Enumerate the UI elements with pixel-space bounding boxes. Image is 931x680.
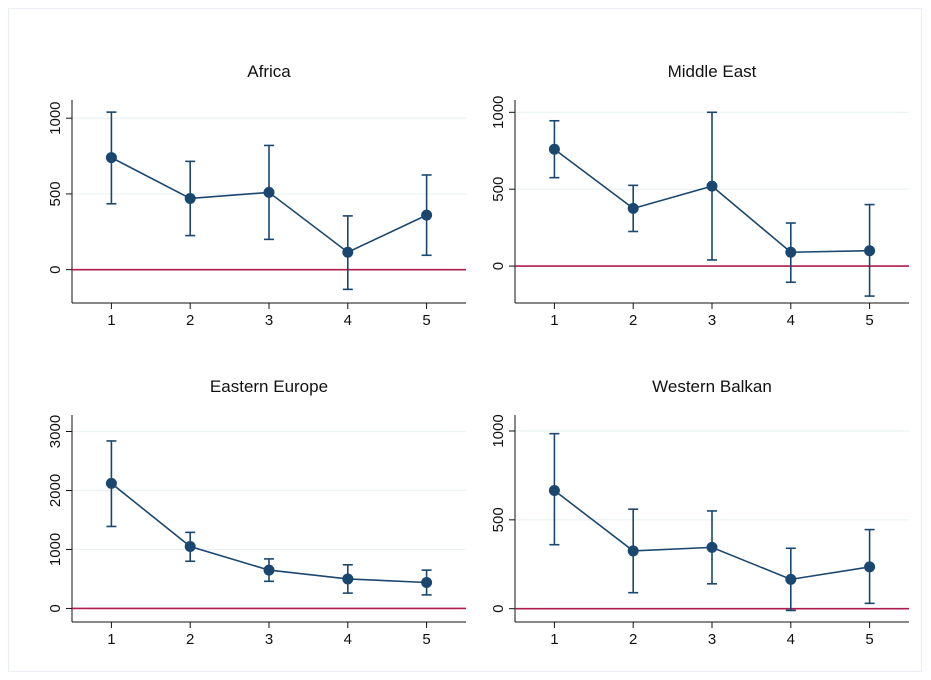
panel-eastern-europe: Eastern Europe 0 1000 2000 3000 1 2 3 4 5 bbox=[47, 377, 466, 648]
data-point bbox=[627, 545, 639, 557]
x-tick-label: 5 bbox=[422, 631, 430, 648]
data-point bbox=[785, 573, 797, 585]
data-point bbox=[548, 143, 560, 155]
x-tick-label: 2 bbox=[186, 312, 194, 329]
y-tick-label: 500 bbox=[47, 181, 64, 206]
data-point bbox=[627, 202, 639, 214]
y-tick-label: 0 bbox=[47, 265, 64, 273]
y-tick-label: 0 bbox=[490, 262, 507, 270]
panel-middle-east: Middle East 0 500 1000 1 2 3 4 5 bbox=[490, 62, 909, 329]
data-point bbox=[263, 186, 275, 198]
y-tick-label: 1000 bbox=[47, 533, 64, 566]
panel-title: Eastern Europe bbox=[210, 377, 328, 396]
y-tick-label: 1000 bbox=[490, 414, 507, 447]
x-tick-label: 3 bbox=[265, 631, 273, 648]
x-tick-label: 5 bbox=[865, 631, 873, 648]
x-tick-label: 2 bbox=[629, 631, 637, 648]
y-tick-label: 2000 bbox=[47, 474, 64, 507]
x-tick-label: 1 bbox=[107, 312, 115, 329]
panel-western-balkan: Western Balkan 0 500 1000 1 2 3 4 5 bbox=[490, 377, 909, 648]
x-tick-label: 4 bbox=[344, 631, 352, 648]
data-point bbox=[263, 564, 275, 576]
data-point bbox=[421, 576, 433, 588]
data-point bbox=[548, 485, 560, 497]
y-tick-label: 3000 bbox=[47, 415, 64, 448]
x-tick-label: 1 bbox=[550, 631, 558, 648]
data-point bbox=[105, 152, 117, 164]
data-point bbox=[864, 561, 876, 573]
panel-title: Africa bbox=[247, 62, 291, 81]
data-point bbox=[184, 192, 196, 204]
x-tick-label: 4 bbox=[787, 631, 795, 648]
y-tick-label: 500 bbox=[490, 507, 507, 532]
y-tick-label: 1000 bbox=[47, 101, 64, 134]
x-tick-label: 2 bbox=[186, 631, 194, 648]
data-point bbox=[184, 541, 196, 553]
data-point bbox=[706, 180, 718, 192]
y-tick-label: 1000 bbox=[490, 96, 507, 129]
y-tick-label: 0 bbox=[490, 605, 507, 613]
x-tick-label: 4 bbox=[344, 312, 352, 329]
data-point bbox=[105, 477, 117, 489]
x-tick-label: 4 bbox=[787, 312, 795, 329]
data-point bbox=[785, 246, 797, 258]
x-tick-label: 5 bbox=[422, 312, 430, 329]
x-tick-label: 5 bbox=[865, 312, 873, 329]
y-tick-label: 0 bbox=[47, 604, 64, 612]
panel-title: Middle East bbox=[668, 62, 757, 81]
x-tick-label: 2 bbox=[629, 312, 637, 329]
data-point bbox=[421, 209, 433, 221]
panel-title: Western Balkan bbox=[652, 377, 772, 396]
x-tick-label: 1 bbox=[107, 631, 115, 648]
data-point bbox=[864, 245, 876, 257]
panel-africa: Africa 0 500 1000 1 2 3 4 5 bbox=[47, 62, 466, 329]
y-tick-label: 500 bbox=[490, 177, 507, 202]
data-point bbox=[706, 541, 718, 553]
x-tick-label: 3 bbox=[265, 312, 273, 329]
x-tick-label: 3 bbox=[708, 312, 716, 329]
x-tick-label: 3 bbox=[708, 631, 716, 648]
data-point bbox=[342, 246, 354, 258]
x-tick-label: 1 bbox=[550, 312, 558, 329]
data-point bbox=[342, 573, 354, 585]
